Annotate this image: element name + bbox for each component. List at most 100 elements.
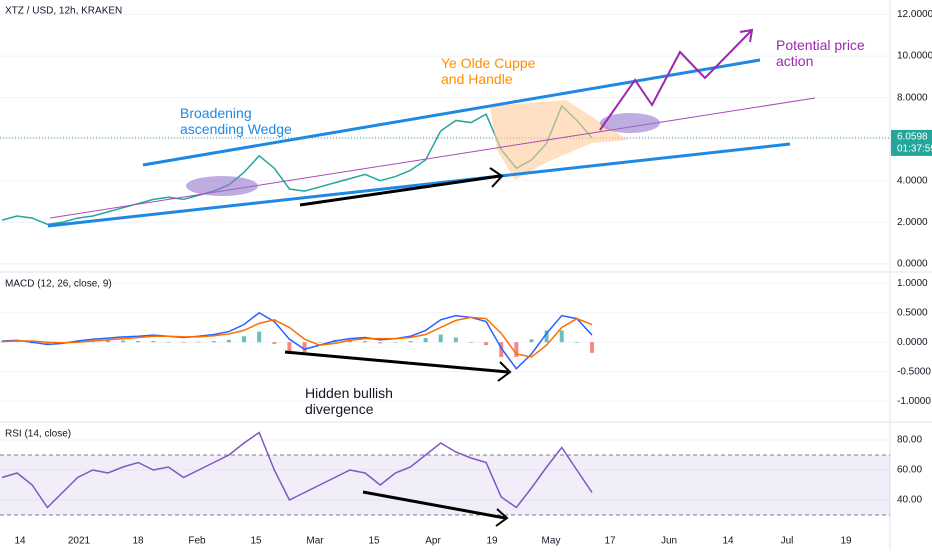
histogram-bar [514, 342, 519, 357]
histogram-bar [484, 342, 489, 346]
pane-header: MACD (12, 26, close, 9) [5, 279, 112, 290]
histogram-bar [15, 341, 20, 343]
y-tick-label: 2.0000 [897, 217, 928, 228]
projection [599, 29, 753, 131]
y-tick-label: 1.0000 [897, 278, 928, 289]
series-line [1, 431, 593, 509]
x-tick-label: 14 [14, 536, 26, 547]
histogram-bar [453, 337, 458, 343]
arrowhead [489, 167, 504, 188]
pane-header: RSI (14, close) [5, 429, 71, 440]
arrow [299, 174, 501, 207]
histogram-bar [363, 341, 368, 343]
histogram-bar [302, 342, 307, 353]
histogram-bar [544, 330, 549, 343]
y-tick-label: 4.0000 [897, 175, 928, 186]
histogram-bar [438, 334, 443, 343]
annotation: Potential price [776, 37, 865, 53]
y-tick-label: 40.00 [897, 495, 922, 506]
arrowhead [495, 508, 509, 527]
rsi-band [0, 455, 890, 515]
x-tick-label: Feb [188, 536, 206, 547]
mid-line [49, 97, 816, 219]
histogram-bar [590, 342, 594, 353]
x-tick-label: Apr [425, 536, 441, 547]
price-tag-value: 6.0598 [897, 132, 928, 143]
histogram-bar [529, 339, 534, 343]
annotation: Broadening [180, 105, 252, 121]
histogram-bar [347, 340, 352, 343]
histogram-bar [45, 342, 50, 345]
histogram-bar [211, 341, 216, 343]
y-tick-label: 60.00 [897, 465, 922, 476]
arrow [362, 490, 506, 520]
histogram-bar [242, 336, 247, 343]
y-tick-label: 8.0000 [897, 92, 928, 103]
y-tick-label: 0.5000 [897, 307, 928, 318]
price-tag [891, 129, 932, 156]
x-tick-label: 2021 [68, 536, 91, 547]
y-tick-label: 0.0000 [897, 337, 928, 348]
arrowhead [497, 361, 512, 382]
y-tick-label: 0.0000 [897, 258, 928, 269]
cup-shape [490, 100, 628, 180]
histogram-bar [423, 338, 428, 343]
pane-header: XTZ / USD, 12h, KRAKEN [5, 6, 122, 17]
y-tick-label: -1.0000 [897, 396, 931, 407]
arrowhead [739, 28, 754, 43]
x-tick-label: Jul [781, 536, 794, 547]
x-tick-label: 19 [486, 536, 498, 547]
annotation: and Handle [441, 71, 513, 87]
highlight [600, 113, 660, 133]
x-tick-label: 17 [604, 536, 616, 547]
annotation: Hidden bullish [305, 385, 393, 401]
y-tick-label: 10.0000 [897, 51, 932, 62]
series-line [1, 316, 593, 358]
histogram-bar [136, 341, 141, 343]
highlight [186, 176, 258, 196]
histogram-bar [499, 342, 504, 357]
x-tick-label: 14 [722, 536, 734, 547]
histogram-bar [257, 331, 262, 343]
histogram-bar [559, 330, 564, 343]
histogram-bar [287, 342, 292, 354]
x-tick-label: 15 [368, 536, 380, 547]
x-tick-label: Jun [661, 536, 677, 547]
plot-area: 0.00002.00004.00006.00008.000010.000012.… [0, 9, 932, 547]
wedge-top [142, 58, 761, 167]
histogram-bar [181, 342, 186, 343]
histogram-bar [408, 341, 413, 343]
annotation: Ye Olde Cuppe [441, 55, 536, 71]
annotation: divergence [305, 401, 374, 417]
histogram-bar [378, 342, 383, 344]
x-tick-label: May [542, 536, 561, 547]
annotation: action [776, 53, 813, 69]
annotation: ascending Wedge [180, 121, 292, 137]
y-tick-label: -0.5000 [897, 366, 931, 377]
series-line [1, 104, 593, 226]
histogram-bar [272, 342, 277, 344]
histogram-bar [121, 340, 126, 343]
series-line [1, 311, 593, 370]
histogram-bar [105, 340, 110, 343]
x-tick-label: Mar [306, 536, 324, 547]
x-tick-label: 18 [132, 536, 144, 547]
histogram-bar [468, 342, 473, 343]
histogram-bar [0, 341, 4, 343]
histogram-bar [574, 342, 579, 343]
wedge-bottom [47, 142, 791, 228]
y-tick-label: 12.0000 [897, 9, 932, 20]
histogram-bar [196, 341, 201, 343]
histogram-bar [151, 341, 156, 343]
histogram-bar [317, 342, 322, 343]
y-tick-label: 80.00 [897, 435, 922, 446]
histogram-bar [166, 342, 171, 343]
price-tag-countdown: 01:37:59 [897, 144, 932, 155]
arrow [284, 350, 509, 374]
histogram-bar [393, 342, 398, 343]
x-tick-label: 15 [250, 536, 262, 547]
x-tick-label: 19 [840, 536, 852, 547]
histogram-bar [226, 339, 231, 343]
